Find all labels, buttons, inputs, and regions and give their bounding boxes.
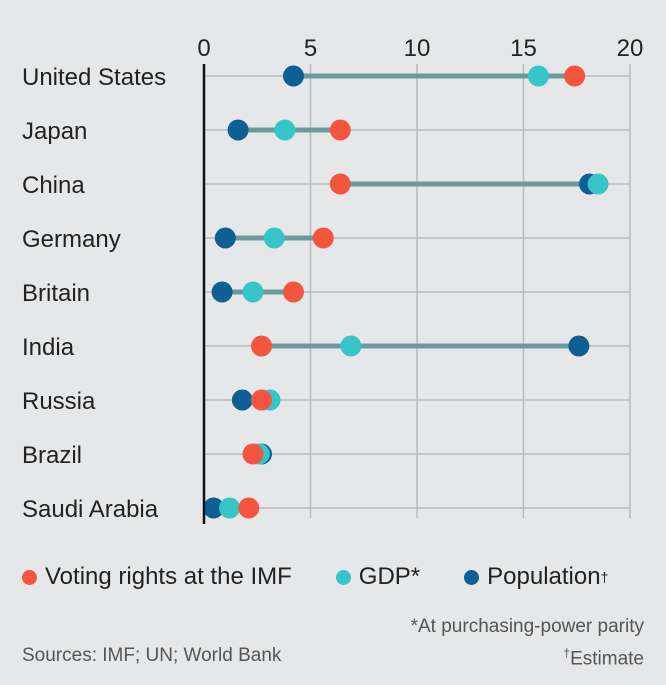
dot-population <box>211 281 233 303</box>
dot-gdp <box>340 335 362 357</box>
dot-voting <box>251 389 273 411</box>
dagger-mark: † <box>563 646 571 660</box>
category-label: Britain <box>22 280 90 307</box>
dot-population <box>568 335 590 357</box>
legend-label-gdp: GDP* <box>358 563 421 590</box>
category-row: Brazil <box>22 442 630 469</box>
category-row: Saudi Arabia <box>22 496 630 523</box>
x-tick-label: 5 <box>304 35 317 62</box>
gridlines <box>309 64 631 518</box>
dot-voting <box>238 497 260 519</box>
footnote-estimate: †Estimate <box>411 640 644 672</box>
dot-voting <box>242 443 264 465</box>
dot-population <box>214 227 236 249</box>
category-row: Britain <box>22 280 630 307</box>
footnotes: *At purchasing-power parity †Estimate <box>411 614 644 672</box>
dot-population <box>231 389 253 411</box>
category-label: Germany <box>22 226 121 253</box>
dot-population <box>282 65 304 87</box>
legend-label-voting: Voting rights at the IMF <box>45 563 292 590</box>
footnote-estimate-text: Estimate <box>570 648 644 670</box>
sources-note: Sources: IMF; UN; World Bank <box>22 645 282 666</box>
category-row: United States <box>22 64 630 91</box>
footnote-ppp: *At purchasing-power parity <box>410 616 644 637</box>
gdp-dot-icon <box>335 569 351 585</box>
category-row: China <box>22 172 630 199</box>
category-row: Russia <box>22 388 630 415</box>
category-label: Japan <box>22 118 87 145</box>
dot-population <box>227 119 249 141</box>
category-row: Japan <box>22 118 630 145</box>
dot-gdp <box>219 497 241 519</box>
dot-voting <box>251 335 273 357</box>
legend-item-gdp: GDP* <box>335 563 421 591</box>
voting-dot-icon <box>22 569 37 585</box>
dot-gdp <box>587 173 609 195</box>
legend: Voting rights at the IMF GDP* Population… <box>22 563 652 591</box>
category-label: Saudi Arabia <box>22 496 159 523</box>
legend-label-population: Population <box>487 563 601 590</box>
x-axis-ticks: 0 5 10 15 20 <box>197 35 643 62</box>
dot-voting <box>312 227 334 249</box>
dot-gdp <box>274 119 296 141</box>
category-label: China <box>22 172 85 199</box>
dot-voting <box>564 65 586 87</box>
category-row: India <box>22 334 630 361</box>
dot-gdp <box>527 65 549 87</box>
category-rows: United States Japan China Germany Britain Ind… <box>22 64 630 523</box>
legend-item-voting: Voting rights at the IMF <box>22 563 292 591</box>
x-tick-label: 0 <box>197 35 210 62</box>
dot-voting <box>329 173 351 195</box>
dagger-mark: † <box>600 569 609 585</box>
x-tick-label: 15 <box>510 35 537 62</box>
dot-range-chart: 0 5 10 15 20 United States Japan China Germany B… <box>22 35 643 524</box>
category-label: India <box>22 334 75 361</box>
x-tick-label: 10 <box>404 35 431 62</box>
population-dot-icon <box>464 569 480 585</box>
dot-population <box>203 497 225 519</box>
dot-voting <box>329 119 351 141</box>
dot-gdp <box>242 281 264 303</box>
category-label: Brazil <box>22 442 82 469</box>
category-row: Germany <box>22 226 630 253</box>
category-label: United States <box>22 64 166 91</box>
dot-voting <box>282 281 304 303</box>
legend-item-population: Population † <box>464 563 608 591</box>
category-label: Russia <box>22 388 96 415</box>
dot-gdp <box>263 227 285 249</box>
x-tick-label: 20 <box>617 35 644 62</box>
